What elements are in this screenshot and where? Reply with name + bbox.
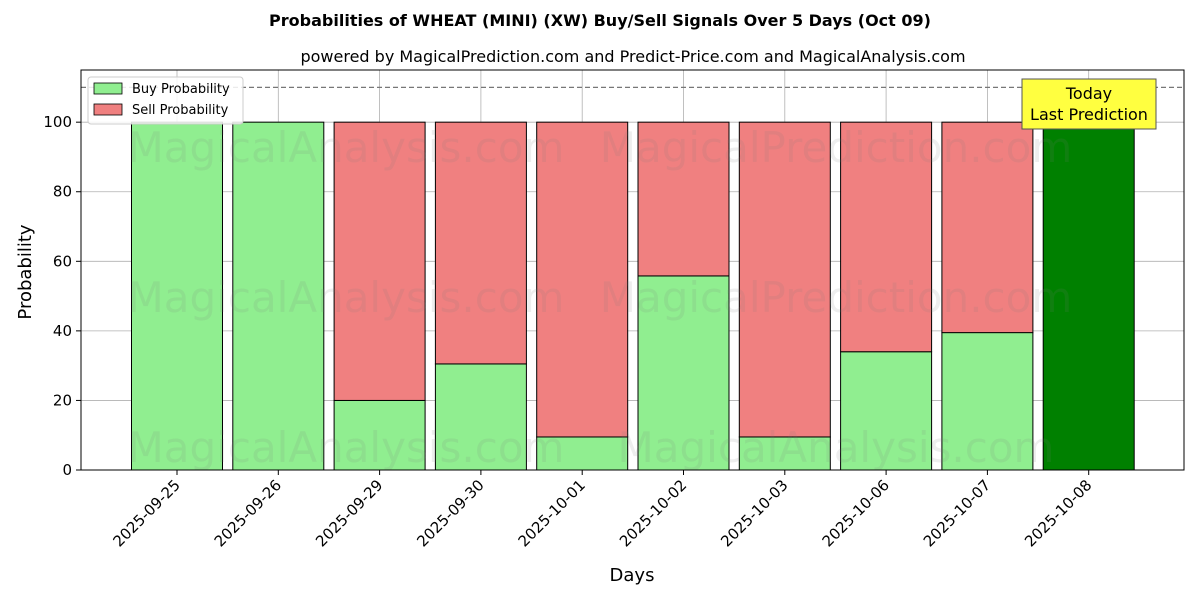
y-axis-label: Probability	[15, 224, 36, 319]
bar-sell-2025-09-30	[434, 121, 527, 365]
y-tick-label-4: 80	[53, 183, 72, 201]
legend-swatch-buy	[93, 82, 123, 95]
plot-frame	[80, 69, 1185, 471]
today-annotation: Today Last Prediction	[1021, 78, 1157, 130]
x-tick-label-0: 2025-09-25	[109, 476, 183, 550]
bars	[131, 121, 1135, 471]
bar-buy-2025-10-02	[637, 275, 730, 471]
chart-title: Probabilities of WHEAT (MINI) (XW) Buy/S…	[269, 11, 931, 30]
bar-sell-2025-10-07	[941, 121, 1034, 334]
x-tick-label-4: 2025-10-01	[515, 476, 589, 550]
bar-sell-2025-10-03	[738, 121, 831, 438]
watermarks: MagicalAnalysis.com MagicalPrediction.com…	[128, 123, 1073, 472]
annotation-line1: Today	[1065, 84, 1112, 103]
watermark-1-b: MagicalPrediction.com	[600, 273, 1073, 322]
legend-label-buy: Buy Probability	[132, 82, 230, 97]
watermark-1-a: MagicalAnalysis.com	[128, 273, 565, 322]
x-tick-label-7: 2025-10-06	[819, 476, 893, 550]
bar-sell-2025-10-01	[536, 121, 629, 438]
bar-buy-2025-10-08	[1042, 121, 1135, 471]
x-tick-label-9: 2025-10-08	[1021, 476, 1095, 550]
y-tick-label-5: 100	[43, 113, 72, 131]
x-axis-ticks: 2025-09-25 2025-09-26 2025-09-29 2025-09-30…	[109, 470, 1096, 550]
y-axis-ticks: 0 20 40 60 80 100	[43, 113, 81, 479]
bar-buy-2025-09-30	[434, 363, 527, 471]
y-tick-label-2: 40	[53, 322, 72, 340]
x-axis-label: Days	[610, 565, 655, 586]
x-tick-label-5: 2025-10-02	[616, 476, 690, 550]
legend: Buy Probability Sell Probability	[87, 76, 244, 125]
bar-buy-2025-10-06	[840, 351, 933, 471]
bar-sell-2025-10-02	[637, 121, 730, 277]
x-tick-label-2: 2025-09-29	[312, 476, 386, 550]
y-tick-label-3: 60	[53, 252, 72, 270]
y-tick-label-1: 20	[53, 391, 72, 409]
watermark-0-a: MagicalAnalysis.com	[128, 123, 565, 172]
bar-sell-2025-10-06	[840, 121, 933, 353]
annotation-line2: Last Prediction	[1030, 105, 1148, 124]
watermark-0-b: MagicalPrediction.com	[600, 123, 1073, 172]
legend-box	[87, 76, 244, 125]
annotation-box	[1021, 78, 1157, 130]
bar-buy-2025-09-25	[131, 121, 223, 471]
watermark-2-a: MagicalAnalysis.com	[128, 423, 565, 472]
x-tick-label-6: 2025-10-03	[717, 476, 791, 550]
y-tick-label-0: 0	[62, 461, 72, 479]
bar-sell-2025-09-29	[333, 121, 426, 401]
x-tick-label-3: 2025-09-30	[413, 476, 487, 550]
bar-buy-2025-10-07	[941, 332, 1034, 471]
legend-swatch-sell	[93, 103, 123, 116]
watermark-2-b: MagicalAnalysis.com	[618, 423, 1055, 472]
x-tick-label-8: 2025-10-07	[920, 476, 994, 550]
legend-label-sell: Sell Probability	[132, 103, 229, 118]
chart-subtitle: powered by MagicalPrediction.com and Pre…	[300, 47, 965, 66]
x-tick-label-1: 2025-09-26	[211, 476, 285, 550]
